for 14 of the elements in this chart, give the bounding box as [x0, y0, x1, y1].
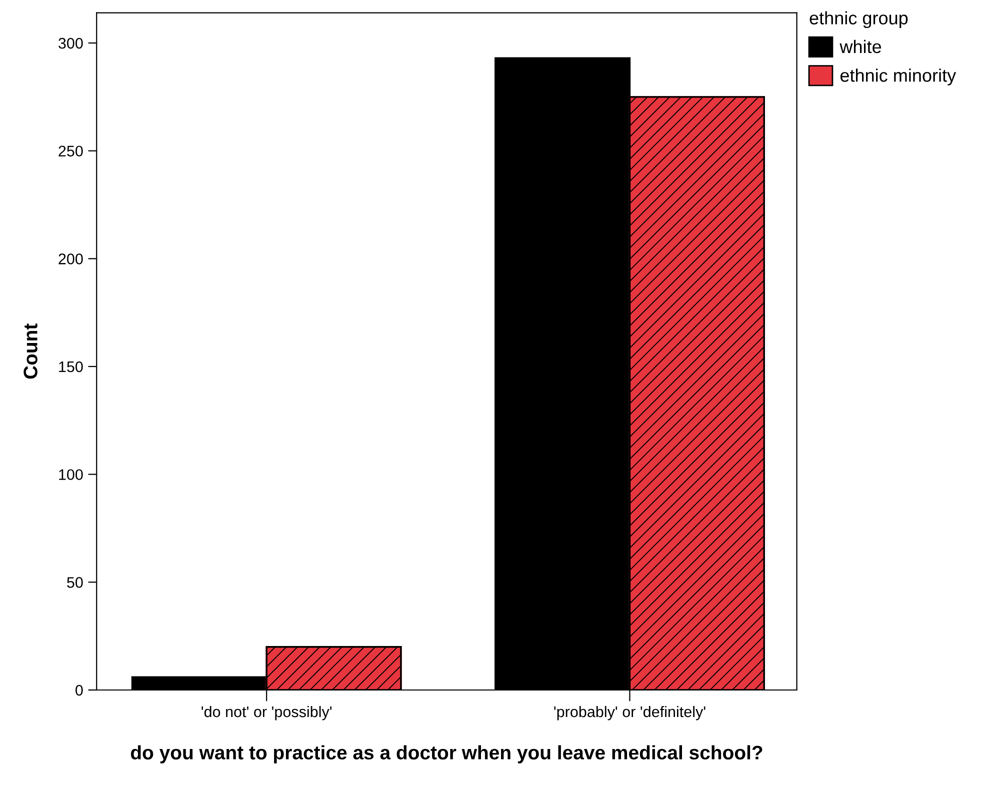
legend-label: white	[840, 40, 882, 54]
x-tick-label: 'probably' or 'definitely'	[554, 706, 706, 720]
y-tick-label: 100	[59, 469, 83, 480]
legend-title: ethnic group	[810, 11, 908, 28]
y-tick-label: 250	[58, 146, 83, 157]
y-tick-label: 300	[58, 38, 83, 49]
y-tick-label: 200	[58, 254, 83, 264]
legend-label: ethnic minority	[840, 68, 956, 86]
y-tick-label: 0	[76, 684, 83, 696]
y-axis-title: Count	[24, 324, 38, 379]
y-tick-label: 150	[59, 361, 83, 372]
y-tick-label: 50	[67, 577, 83, 588]
x-tick-label: 'do not' or 'possibly'	[202, 706, 332, 720]
x-axis-title: do you want to practice as a doctor when you leave medical school?	[130, 745, 762, 764]
